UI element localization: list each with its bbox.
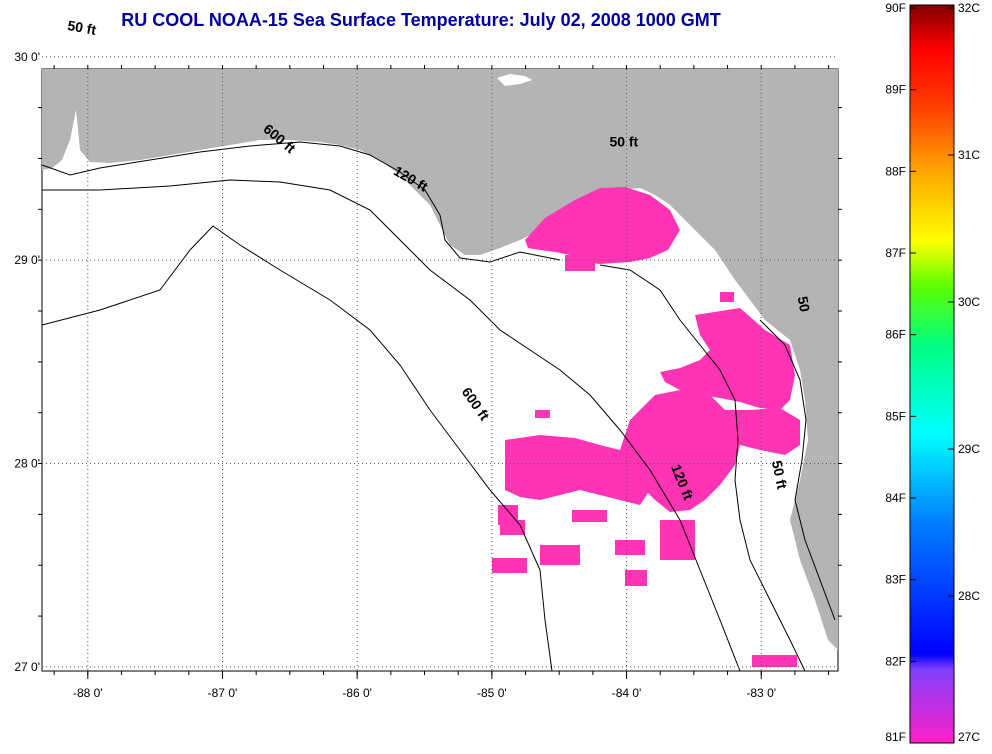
lon-tick-label: -83 0'	[746, 686, 776, 700]
colorbar-label-f: 82F	[885, 654, 906, 668]
colorbar-label-c: 29C	[958, 442, 980, 456]
colorbar-gradient	[909, 4, 955, 744]
contour-label: 50 ft	[769, 459, 791, 491]
colorbar-label-f: 87F	[885, 246, 906, 260]
colorbar-label-c: 32C	[958, 1, 980, 15]
lat-tick-label: 29 0'	[14, 253, 40, 267]
graticule	[42, 56, 838, 671]
contour-600ft	[42, 225, 553, 671]
colorbar-label-c: 27C	[958, 730, 980, 744]
lon-tick-label: -86 0'	[342, 686, 372, 700]
contour-50ft-coast	[759, 319, 836, 621]
colorbar-label-f: 85F	[885, 409, 906, 423]
contour-label: 50 ft	[609, 133, 638, 149]
colorbar-label-c: 30C	[958, 295, 980, 309]
lon-tick-label: -84 0'	[612, 686, 642, 700]
lat-tick-label: 28 0'	[14, 457, 40, 471]
colorbar-label-f: 89F	[885, 83, 906, 97]
contour-50ft-east	[599, 264, 806, 671]
colorbar-labels: 90F 89F 88F 87F 86F 85F 84F 83F 82F 81F 32C 31C 30C 2…	[885, 1, 980, 744]
contour-label: 50 ft	[66, 17, 97, 38]
contour-120ft	[42, 179, 741, 671]
colorbar: 90F 89F 88F 87F 86F 85F 84F 83F 82F 81F 32C 31C 30C 2…	[885, 1, 980, 744]
colorbar-label-f: 90F	[885, 1, 906, 15]
colorbar-label-f: 83F	[885, 573, 906, 587]
lon-tick-label: -87 0'	[208, 686, 238, 700]
map-title: RU COOL NOAA-15 Sea Surface Temperature:…	[121, 10, 721, 30]
lon-tick-label: -85 0'	[477, 686, 507, 700]
colorbar-label-f: 88F	[885, 164, 906, 178]
colorbar-label-f: 84F	[885, 491, 906, 505]
colorbar-label-f: 81F	[885, 730, 906, 744]
sst-data-layer	[492, 187, 800, 667]
lat-tick-label: 30 0'	[14, 50, 40, 64]
contour-label: 50	[795, 295, 813, 313]
island	[497, 74, 532, 86]
contour-50ft-west	[42, 141, 561, 263]
colorbar-label-c: 31C	[958, 148, 980, 162]
colorbar-label-c: 28C	[958, 589, 980, 603]
lon-tick-label: -88 0'	[73, 686, 103, 700]
bathymetry-contours	[42, 141, 836, 671]
axis-ticks: -88 0' -87 0' -86 0' -85 0' -84 0' -83 0' 30 0…	[14, 50, 842, 700]
lat-tick-label: 27 0'	[14, 660, 40, 674]
colorbar-label-f: 86F	[885, 328, 906, 342]
land-mass	[42, 69, 838, 650]
